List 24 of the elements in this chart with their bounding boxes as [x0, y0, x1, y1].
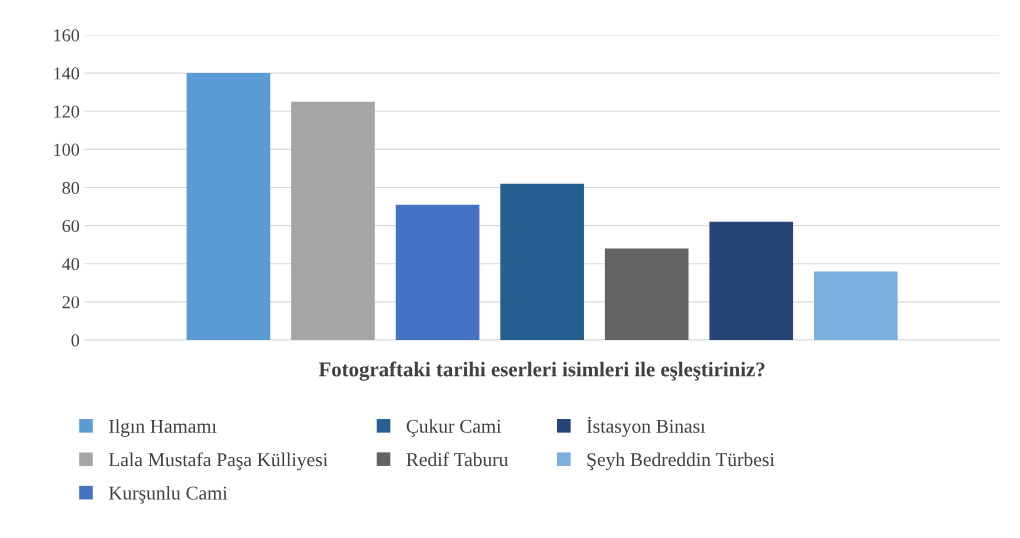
bar	[186, 73, 271, 341]
bar	[500, 183, 584, 341]
y-tick-label: 100	[54, 143, 80, 156]
legend-label: Ilgın Hamamı	[109, 419, 217, 437]
y-tick-label: 60	[62, 219, 80, 233]
legend-label: Çukur Cami	[406, 419, 502, 437]
y-tick-label: 120	[54, 105, 80, 118]
y-tick-label: 140	[54, 67, 80, 80]
legend-label: Kurşunlu Cami	[108, 485, 228, 504]
legend-label: Şeyh Bedreddin Türbesi	[587, 452, 775, 471]
y-tick-label: 80	[62, 181, 80, 194]
bar	[814, 271, 898, 341]
legend-label: Lala Mustafa Paşa Külliyesi	[108, 452, 328, 471]
legend-label: Redif Taburu	[406, 452, 509, 467]
bar	[604, 248, 689, 341]
legend-label: İstasyon Binası	[586, 416, 706, 437]
x-axis-title: Fotograftaki tarihi eserleri isimleri ile eşleştiriniz?	[318, 361, 765, 381]
y-tick-label: 160	[54, 29, 80, 42]
bar	[395, 204, 480, 341]
bar	[291, 101, 375, 341]
y-tick-label: 20	[62, 296, 80, 309]
y-tick-label: 0	[71, 334, 80, 347]
bar	[709, 221, 794, 341]
y-tick-label: 40	[62, 258, 80, 271]
